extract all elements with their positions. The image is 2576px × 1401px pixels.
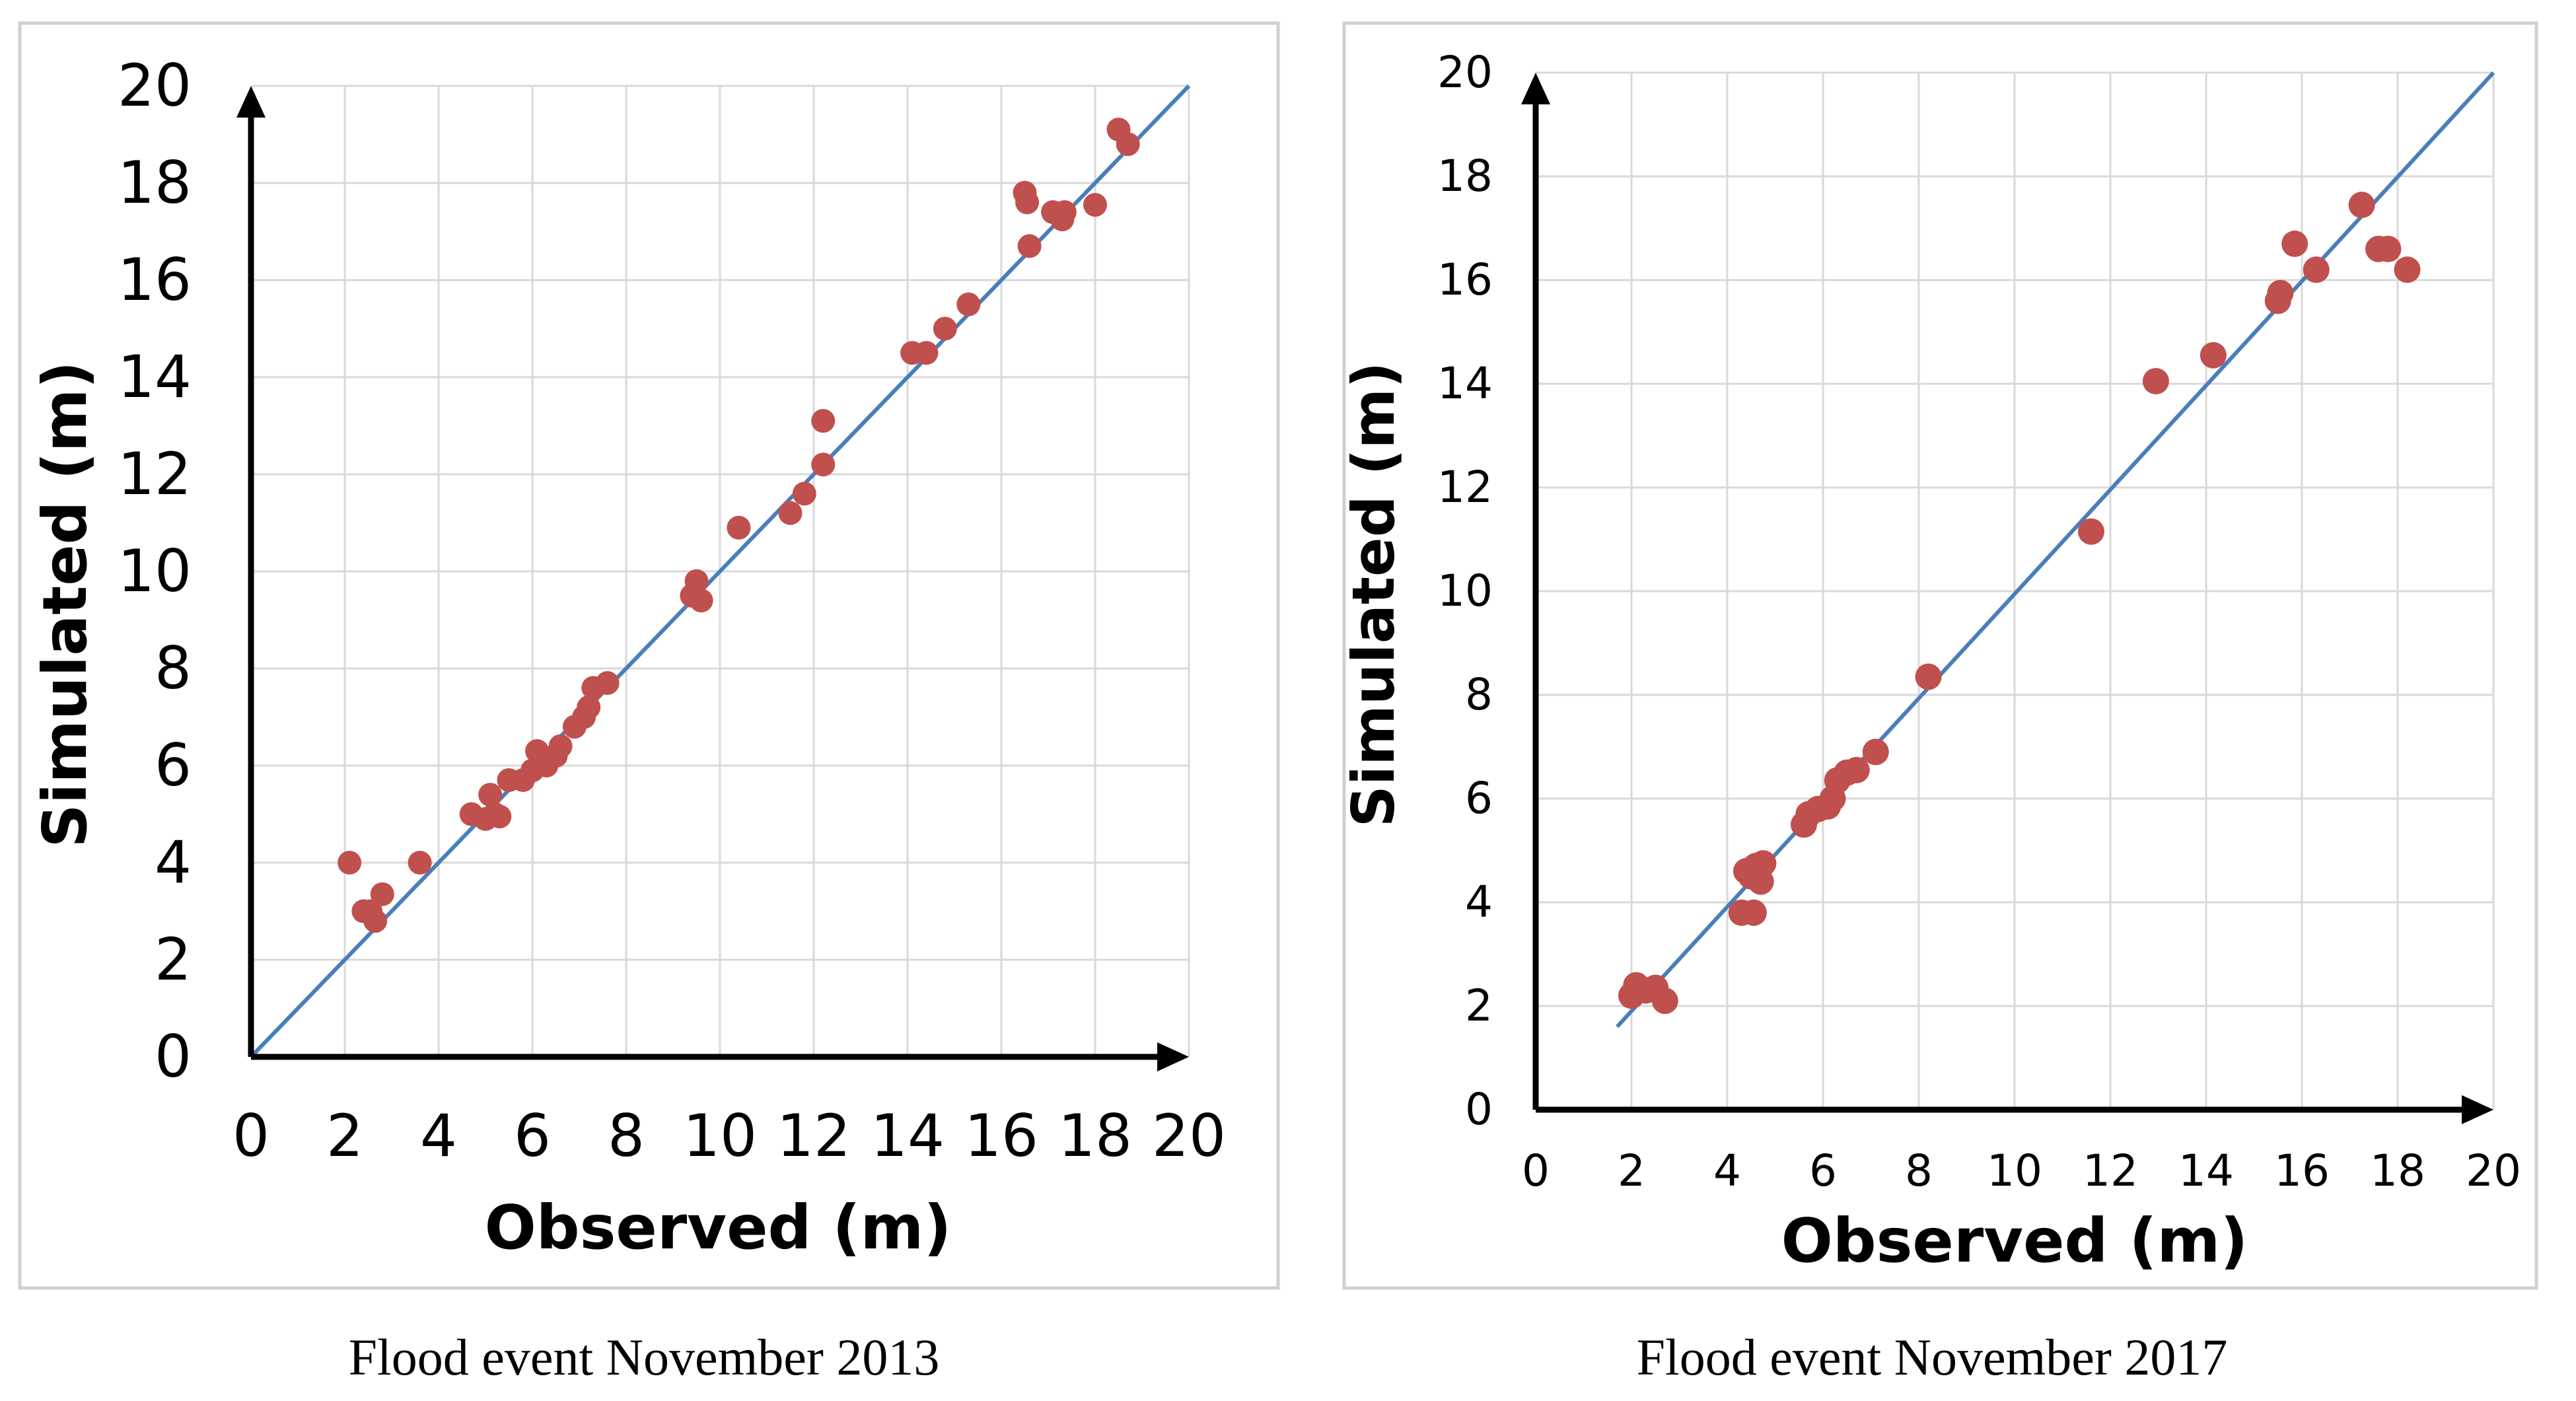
- y-axis-label: Simulated (m): [30, 361, 100, 848]
- y-tick-label: 4: [155, 828, 192, 896]
- y-tick-label: 6: [1465, 773, 1493, 824]
- data-point: [595, 671, 620, 696]
- scatter-chart-2017: 0 2 4 6 8 10 12 14 16 18 20 0 2 4 6 8 10 12 14 16 18 20 Obse…: [1340, 21, 2538, 1290]
- data-point: [914, 341, 939, 365]
- x-tick-label: 0: [1522, 1145, 1550, 1196]
- y-tick-label: 18: [1437, 151, 1493, 201]
- chart-frame: [1342, 21, 2538, 1290]
- data-point: [1843, 756, 1870, 783]
- y-tick-label: 4: [1465, 877, 1493, 927]
- y-tick-label: 16: [1437, 254, 1493, 305]
- data-point: [956, 292, 981, 316]
- data-point: [811, 409, 836, 433]
- x-tick-label: 16: [2274, 1145, 2330, 1196]
- y-axis-arrow: [236, 86, 266, 118]
- x-tick-label: 20: [1152, 1102, 1226, 1170]
- y-tick-label: 14: [1437, 358, 1493, 409]
- data-point: [2078, 518, 2104, 545]
- x-tick-label: 2: [1618, 1145, 1645, 1196]
- data-point: [1052, 200, 1077, 225]
- data-point: [1862, 738, 1889, 766]
- x-tick-label: 18: [2370, 1145, 2425, 1196]
- data-point: [792, 482, 816, 506]
- y-tick-label: 2: [155, 925, 192, 993]
- y-tick-label: 14: [118, 343, 192, 411]
- y-tick-label: 10: [118, 537, 192, 605]
- x-axis-arrow: [1157, 1042, 1189, 1071]
- x-tick-label: 12: [2083, 1145, 2138, 1196]
- data-point: [933, 316, 957, 341]
- x-tick-label: 4: [1713, 1145, 1741, 1196]
- y-tick-label: 0: [1465, 1084, 1493, 1135]
- y-tick-label: 10: [1437, 565, 1493, 616]
- chart-panel-2013: 0 2 4 6 8 10 12 14 16 18 20 0 2 4 6 8 10 12 14 16 18 20 Obse…: [18, 21, 1280, 1386]
- x-tick-label: 4: [420, 1102, 457, 1170]
- data-point: [2281, 231, 2308, 258]
- data-point: [2200, 341, 2227, 369]
- data-point: [1017, 234, 1042, 258]
- data-point: [778, 501, 803, 525]
- y-tick-label: 0: [155, 1023, 192, 1091]
- data-point: [811, 452, 836, 477]
- y-axis-label: Simulated (m): [1340, 362, 1408, 828]
- y-tick-label: 12: [118, 440, 192, 508]
- chart-frame: [18, 21, 1280, 1290]
- chart-caption: Flood event November 2017: [1636, 1328, 2228, 1386]
- data-point: [1750, 850, 1777, 877]
- chart-panel-2017: 0 2 4 6 8 10 12 14 16 18 20 0 2 4 6 8 10 12 14 16 18 20 Obse…: [1288, 0, 2576, 1401]
- x-tick-label: 2: [326, 1102, 363, 1170]
- x-tick-label: 0: [233, 1102, 269, 1170]
- x-tick-label: 14: [2178, 1145, 2234, 1196]
- data-point: [548, 734, 573, 758]
- data-point: [2303, 256, 2330, 283]
- x-tick-label: 20: [2466, 1145, 2521, 1196]
- data-point: [1015, 190, 1040, 215]
- data-point: [1740, 899, 1767, 926]
- y-tick-label: 8: [155, 634, 192, 702]
- x-tick-label: 8: [608, 1102, 645, 1170]
- data-point: [1116, 132, 1140, 157]
- data-point: [684, 569, 709, 593]
- y-tick-label: 6: [155, 731, 192, 799]
- data-point: [2375, 235, 2402, 262]
- x-tick-label: 6: [1809, 1145, 1837, 1196]
- data-point: [338, 851, 362, 875]
- data-point: [689, 589, 713, 613]
- y-tick-label: 18: [118, 149, 192, 217]
- x-tick-label: 8: [1905, 1145, 1933, 1196]
- y-axis-arrow: [1521, 73, 1550, 104]
- data-point: [363, 909, 388, 933]
- data-point: [727, 515, 751, 540]
- x-tick-label: 14: [871, 1102, 945, 1170]
- data-point: [1915, 663, 1942, 690]
- chart-caption: Flood event November 2013: [348, 1328, 940, 1386]
- x-axis-arrow: [2462, 1095, 2493, 1124]
- data-point: [1083, 193, 1107, 217]
- y-tick-label: 20: [118, 52, 192, 120]
- data-point: [487, 805, 512, 829]
- x-axis-label: Observed (m): [1781, 1205, 2248, 1276]
- y-tick-label: 20: [1437, 47, 1493, 98]
- y-tick-label: 2: [1465, 980, 1493, 1031]
- data-point: [370, 882, 394, 906]
- data-point: [478, 783, 503, 807]
- x-tick-label: 12: [777, 1102, 851, 1170]
- x-tick-label: 6: [514, 1102, 551, 1170]
- data-point: [2394, 256, 2421, 283]
- data-point: [1651, 988, 1678, 1015]
- x-tick-label: 18: [1058, 1102, 1132, 1170]
- y-tick-label: 8: [1465, 669, 1493, 720]
- x-tick-label: 16: [964, 1102, 1038, 1170]
- data-point: [2267, 279, 2294, 306]
- data-point: [2348, 192, 2375, 219]
- y-tick-label: 16: [118, 246, 192, 314]
- data-point: [2142, 368, 2169, 395]
- y-tick-label: 12: [1437, 462, 1493, 513]
- x-tick-label: 10: [683, 1102, 757, 1170]
- data-point: [408, 851, 432, 875]
- data-point: [577, 695, 601, 719]
- x-tick-label: 10: [1987, 1145, 2042, 1196]
- x-axis-label: Observed (m): [485, 1192, 952, 1263]
